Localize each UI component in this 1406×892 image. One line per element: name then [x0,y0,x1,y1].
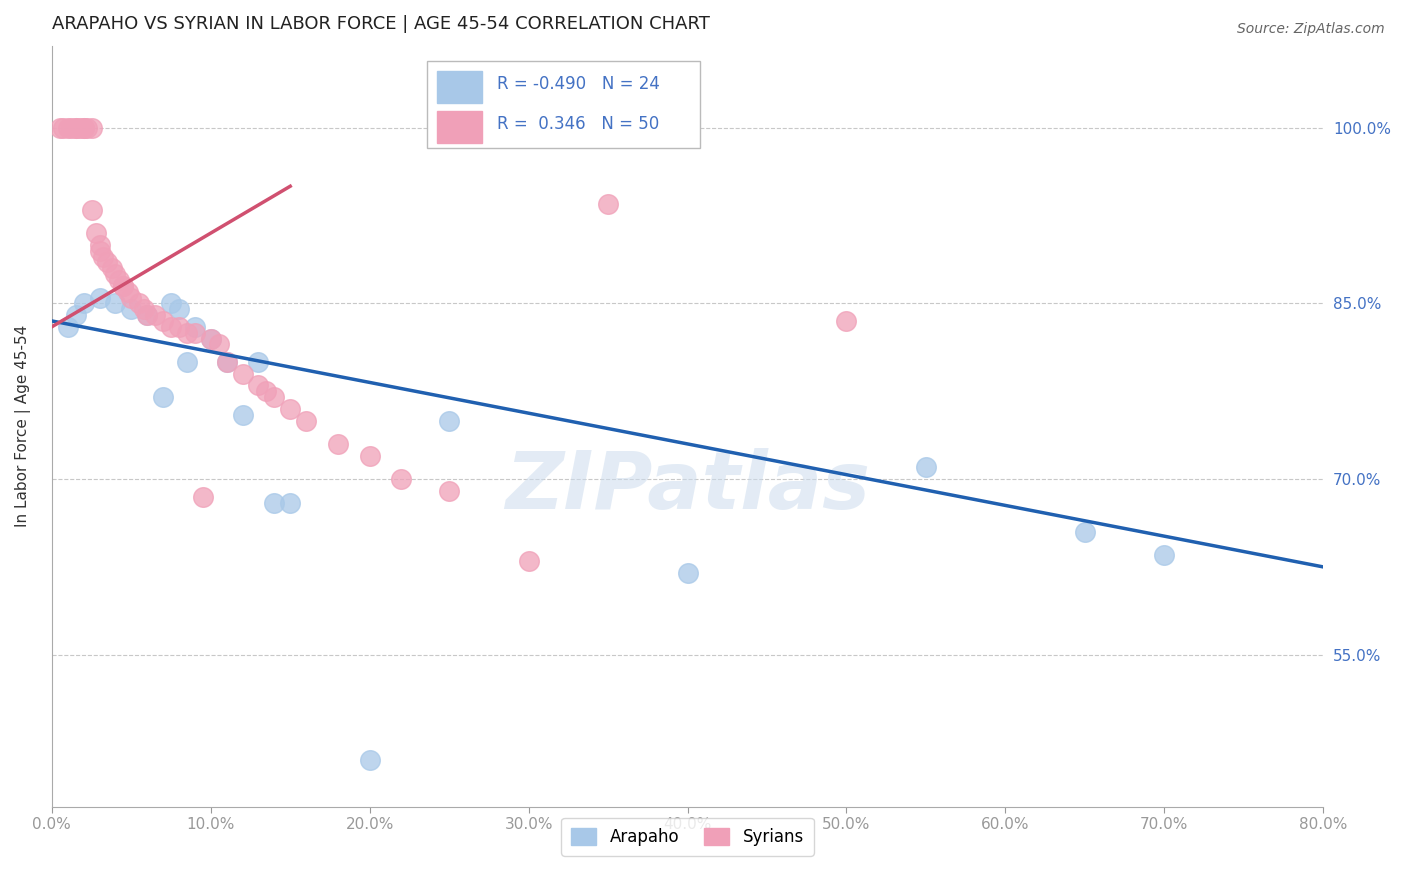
Point [184,326,207,340]
Point [437,483,460,498]
Point [247,378,270,392]
Point [104,296,127,310]
Point [65,308,87,322]
Point [247,355,270,369]
Point [437,413,460,427]
Point [676,566,699,580]
Text: R = -0.490   N = 24: R = -0.490 N = 24 [496,75,659,93]
Point [91,250,114,264]
Point [120,302,142,317]
Point [176,355,198,369]
Point [254,384,277,399]
Point [1074,524,1097,539]
Point [72,296,94,310]
Point [132,302,155,317]
Point [80,120,103,135]
Point [215,355,238,369]
Legend: Arapaho, Syrians: Arapaho, Syrians [561,818,814,855]
Point [107,273,129,287]
Point [96,255,118,269]
Point [65,120,87,135]
Text: ARAPAHO VS SYRIAN IN LABOR FORCE | AGE 45-54 CORRELATION CHART: ARAPAHO VS SYRIAN IN LABOR FORCE | AGE 4… [52,15,710,33]
Point [72,120,94,135]
Point [128,296,150,310]
Point [120,291,142,305]
Text: ZIPatlas: ZIPatlas [505,449,870,526]
Point [89,237,111,252]
Point [69,120,91,135]
Point [232,367,254,381]
Point [136,308,159,322]
Point [152,390,174,404]
Point [143,308,166,322]
Point [200,331,222,345]
Point [49,120,72,135]
Point [160,296,183,310]
Point [160,319,183,334]
Point [215,355,238,369]
Point [191,490,214,504]
Point [200,331,222,345]
Point [59,120,82,135]
Point [89,244,111,258]
Point [89,291,111,305]
Point [112,278,135,293]
Point [326,437,349,451]
Text: R =  0.346   N = 50: R = 0.346 N = 50 [496,115,659,133]
Point [72,120,94,135]
Point [56,319,79,334]
Point [56,120,79,135]
Point [208,337,231,351]
Point [112,278,135,293]
Point [835,314,858,328]
Point [80,202,103,217]
Point [76,120,98,135]
Point [184,319,207,334]
Point [596,196,619,211]
Point [391,472,413,486]
Point [278,401,301,416]
Point [263,495,285,509]
FancyBboxPatch shape [427,61,700,148]
Point [52,120,75,135]
Point [86,226,108,240]
Point [278,495,301,509]
Point [104,267,127,281]
Point [167,319,190,334]
Y-axis label: In Labor Force | Age 45-54: In Labor Force | Age 45-54 [15,326,31,527]
Point [359,753,381,767]
Text: Source: ZipAtlas.com: Source: ZipAtlas.com [1237,22,1385,37]
Point [359,449,381,463]
Point [136,308,159,322]
Point [517,554,540,568]
Point [152,314,174,328]
Point [232,408,254,422]
Point [295,413,318,427]
Bar [437,112,482,144]
Point [167,302,190,317]
Point [117,285,139,299]
Point [176,326,198,340]
Point [915,460,938,475]
Point [1153,548,1175,562]
Point [101,261,124,276]
Point [65,120,87,135]
Bar [437,71,482,103]
Point [263,390,285,404]
